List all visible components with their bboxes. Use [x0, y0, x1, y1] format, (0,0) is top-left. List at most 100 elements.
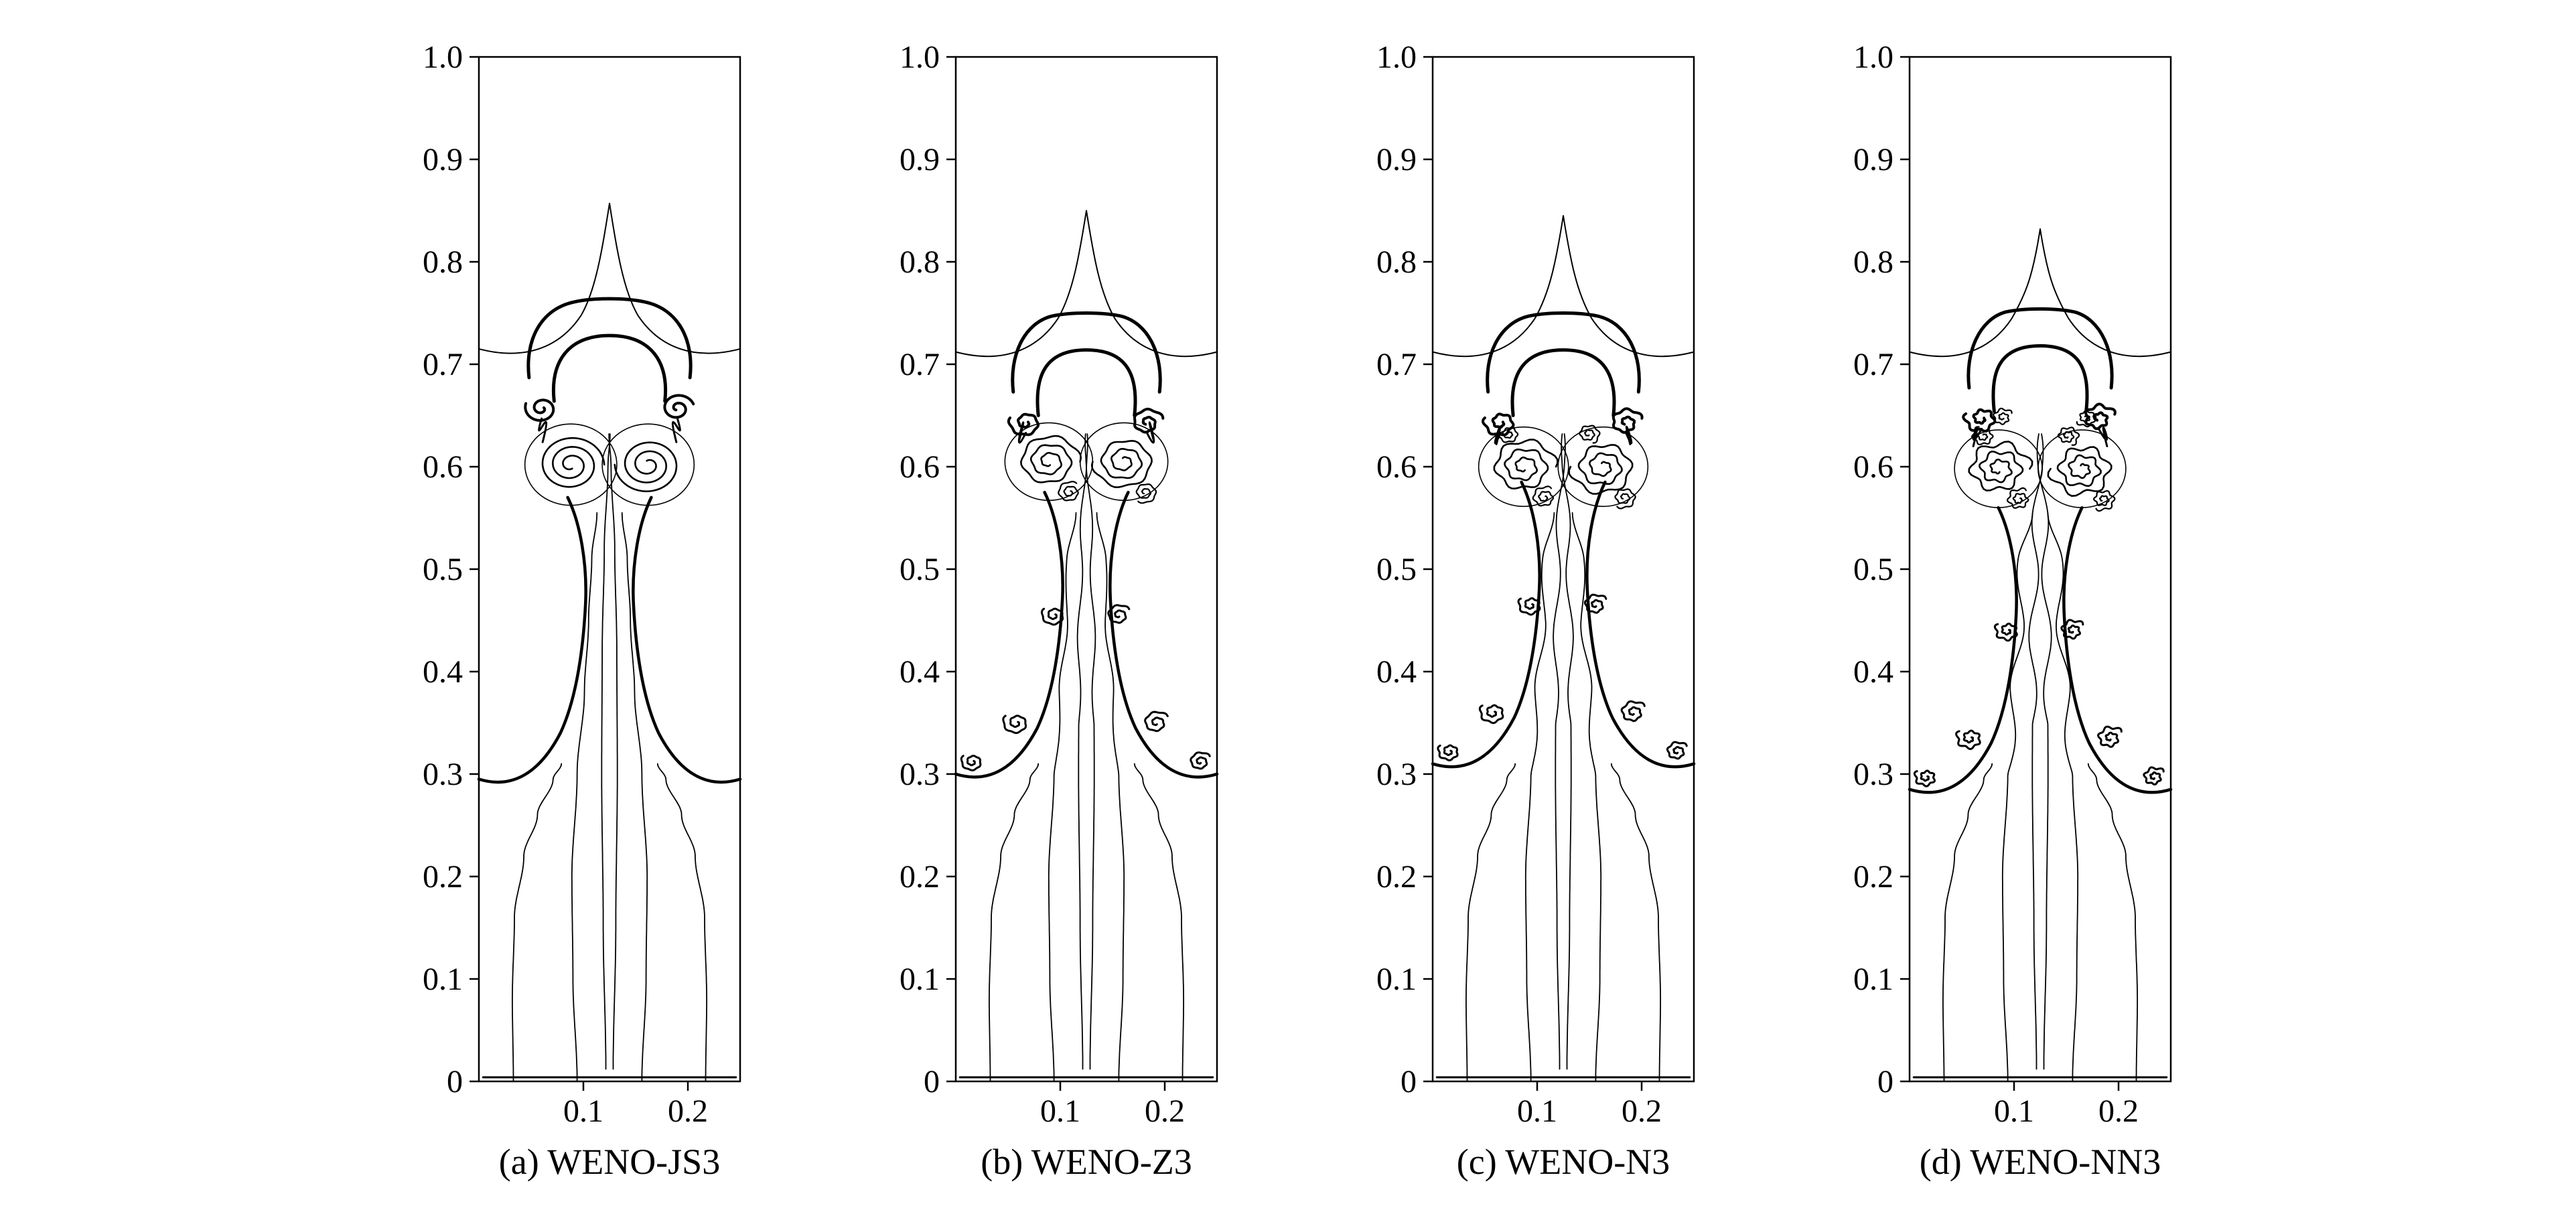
vortex-spiral-small	[1993, 407, 2013, 425]
vortex-ring	[601, 423, 695, 506]
skirt-contour	[954, 491, 1064, 779]
y-tick-label: 0.7	[900, 347, 940, 382]
stem-contour	[2036, 433, 2052, 1070]
y-tick-label: 0.4	[423, 654, 463, 690]
cap-outer	[526, 297, 693, 380]
vortex-spiral-small	[1058, 481, 1079, 502]
contour-plot-b: 0 0.1 0.2 0.3 0.4 0.5 0.6 0.7 0.8 0.9 1.0 0.1 0.2	[900, 40, 1219, 1129]
vortex-spiral-small	[2093, 490, 2116, 512]
cap-hook	[663, 394, 695, 419]
contour-plot-c: 0 0.1 0.2 0.3 0.4 0.5 0.6 0.7 0.8 0.9 1.0 0.1 0.2	[1376, 40, 1696, 1129]
skirt-curl	[2097, 725, 2123, 748]
y-tick-label: 0.2	[1853, 859, 1893, 895]
y-tick-label: 0	[924, 1064, 940, 1099]
y-tick-label: 0.9	[1853, 142, 1893, 177]
x-tick-label: 0.1	[563, 1093, 603, 1129]
skirt-curl	[1583, 593, 1607, 614]
y-tick-label: 0.3	[1376, 757, 1417, 792]
stem-contour	[2047, 512, 2079, 1082]
skirt-contour	[1108, 491, 1219, 779]
skirt-curl	[2060, 619, 2084, 640]
skirt-curl	[960, 755, 982, 771]
stem-contour	[1571, 512, 1602, 1082]
panel-b: 0 0.1 0.2 0.3 0.4 0.5 0.6 0.7 0.8 0.9 1.0 0.1 0.2 (b…	[875, 30, 1224, 1183]
vortex-spiral-small	[2006, 487, 2029, 509]
vortex-spiral	[1493, 439, 1559, 489]
skirt-curl	[1993, 622, 2018, 642]
y-tick-label: 0.6	[423, 449, 463, 485]
y-tick-label: 0.8	[423, 244, 463, 280]
y-tick-label: 0.5	[1853, 552, 1893, 587]
stem-contour	[1096, 512, 1125, 1082]
y-tick-label: 1.0	[1376, 40, 1417, 75]
vortex-connector	[1017, 421, 1027, 444]
stem-contour	[608, 433, 618, 1070]
skirt-curl	[2143, 766, 2165, 786]
stem-contour	[1076, 433, 1088, 1070]
x-tick-label: 0.2	[1145, 1093, 1185, 1129]
stem-contour	[1553, 433, 1566, 1070]
skirt-curl	[1002, 714, 1027, 735]
y-tick-label: 1.0	[423, 40, 463, 75]
skirt-curl	[1478, 704, 1504, 725]
cap-outer	[1966, 307, 2114, 390]
y-tick-label: 0.3	[900, 757, 940, 792]
y-tick-label: 0.6	[900, 449, 940, 485]
y-tick-label: 0.1	[423, 962, 463, 997]
x-tick-label: 0.2	[668, 1093, 708, 1129]
y-tick-label: 0.8	[1853, 244, 1893, 280]
stem-contour	[1084, 433, 1096, 1070]
tent-contour	[478, 202, 741, 354]
cap-hook	[1007, 412, 1040, 437]
y-tick-label: 0	[1877, 1064, 1893, 1099]
vortex-ring	[524, 423, 618, 506]
panel-a: 0 0.1 0.2 0.3 0.4 0.5 0.6 0.7 0.8 0.9 1.0 0.1 0.2 (a…	[399, 30, 747, 1183]
skirt-curl	[1913, 769, 1936, 787]
stem-contour	[989, 763, 1040, 1082]
contour-plot-d: 0 0.1 0.2 0.3 0.4 0.5 0.6 0.7 0.8 0.9 1.0 0.1 0.2	[1853, 40, 2173, 1129]
y-tick-label: 0.6	[1376, 449, 1417, 485]
y-tick-label: 0.4	[1853, 654, 1893, 690]
vortex-spiral	[1568, 444, 1634, 495]
skirt-curl	[1517, 597, 1541, 616]
panel-caption-c: (c) WENO-N3	[1456, 1142, 1670, 1182]
vortex-spiral	[2047, 446, 2113, 497]
y-tick-label: 0.3	[423, 757, 463, 792]
stem-contour	[2028, 433, 2044, 1070]
cap-hook	[2084, 402, 2117, 431]
y-tick-label: 0.5	[900, 552, 940, 587]
stem-contour	[1524, 512, 1555, 1082]
cap-hook	[1612, 407, 1644, 434]
skirt-curl	[1144, 710, 1169, 733]
panel-caption-a: (a) WENO-JS3	[498, 1142, 721, 1182]
x-tick-label: 0.1	[1994, 1093, 2034, 1129]
skirt-contour	[1431, 480, 1541, 769]
stem-contour	[656, 763, 707, 1082]
vortex-spiral-small	[1579, 425, 1601, 444]
stem-contour	[621, 512, 648, 1082]
y-tick-label: 0	[447, 1064, 463, 1099]
y-tick-label: 0.9	[900, 142, 940, 177]
vortex-spiral-small	[1532, 485, 1555, 507]
skirt-curl	[1955, 729, 1981, 751]
cap-inner	[551, 333, 668, 403]
skirt-curl	[1040, 607, 1064, 626]
y-tick-label: 0.8	[1376, 244, 1417, 280]
y-tick-label: 0.9	[423, 142, 463, 177]
y-tick-label: 0.1	[900, 962, 940, 997]
vortex-connector	[2097, 427, 2108, 447]
cap-outer	[1486, 311, 1641, 394]
stem-contour	[2087, 763, 2138, 1082]
y-tick-label: 0.7	[1853, 347, 1893, 382]
skirt-curl	[1666, 741, 1688, 760]
skirt-curl	[1190, 751, 1211, 770]
cap-inner	[1510, 348, 1616, 417]
x-tick-label: 0.1	[1040, 1093, 1080, 1129]
skirt-curl	[1437, 744, 1459, 762]
y-tick-label: 0.2	[900, 859, 940, 895]
vortex-spiral-small	[2076, 410, 2096, 428]
skirt-contour	[2062, 506, 2173, 794]
x-tick-label: 0.1	[1517, 1093, 1557, 1129]
tent-contour	[955, 210, 1218, 358]
y-tick-label: 0.4	[1376, 654, 1417, 690]
